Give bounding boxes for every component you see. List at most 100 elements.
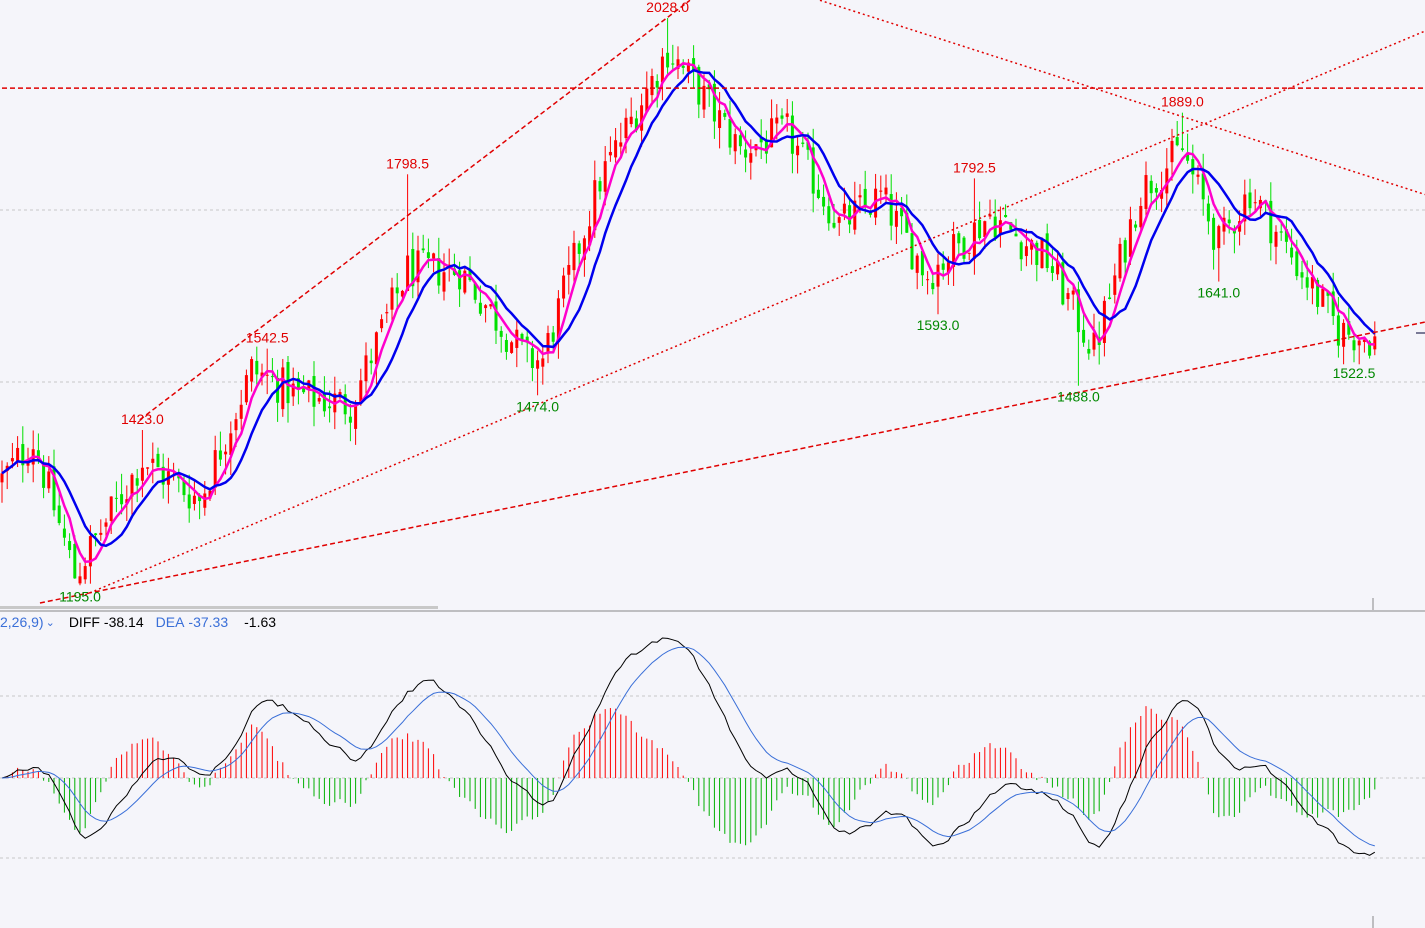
candle-up	[676, 59, 680, 69]
candle-down	[322, 392, 326, 412]
candle-down	[1050, 266, 1054, 273]
candle-down	[161, 466, 165, 485]
candle-up	[952, 234, 956, 267]
candle-down	[1326, 291, 1330, 296]
candle-up	[281, 367, 285, 410]
candle-down	[816, 189, 820, 198]
candle-up	[1238, 221, 1242, 232]
candle-down	[187, 494, 191, 509]
candle-up	[416, 250, 420, 283]
candle-down	[302, 386, 306, 393]
price-annotation: 1522.5	[1333, 365, 1376, 381]
candle-up	[26, 462, 30, 466]
candle-up	[946, 262, 950, 273]
candle-down	[801, 142, 805, 144]
candle-down	[920, 250, 924, 276]
price-annotation: 1423.0	[121, 411, 164, 427]
candle-down	[577, 243, 581, 254]
candle-down	[1076, 289, 1080, 333]
candle-down	[114, 497, 118, 499]
candle-up	[972, 222, 976, 259]
candle-down	[1316, 279, 1320, 307]
candle-up	[291, 383, 295, 397]
candle-up	[1274, 231, 1278, 247]
candle-up	[926, 279, 930, 281]
candle-up	[619, 142, 623, 147]
candle-up	[104, 522, 108, 527]
horizontal-scrollbar[interactable]	[0, 606, 438, 609]
candle-down	[1175, 137, 1179, 146]
candle-down	[1009, 222, 1013, 230]
candle-down	[525, 336, 529, 343]
candle-up	[593, 180, 597, 231]
candle-down	[978, 219, 982, 239]
chevron-down-icon[interactable]: ⌄	[45, 616, 55, 629]
candle-down	[634, 118, 638, 131]
candle-up	[10, 458, 14, 462]
candle-up	[1222, 217, 1226, 232]
candle-up	[16, 447, 20, 463]
candle-down	[764, 140, 768, 154]
candle-down	[759, 137, 763, 143]
candle-up	[78, 576, 82, 584]
candle-up	[239, 404, 243, 419]
candle-down	[1295, 251, 1299, 277]
ma-line-ma10	[1, 68, 1376, 548]
candle-up	[203, 493, 207, 508]
candle-up	[541, 358, 545, 367]
candle-down	[827, 206, 831, 224]
candle-down	[94, 533, 98, 536]
candle-up	[213, 450, 217, 488]
candle-down	[504, 340, 508, 352]
candle-up	[556, 298, 560, 342]
candle-down	[905, 212, 909, 233]
candle-up	[660, 56, 664, 83]
candle-up	[88, 536, 92, 567]
candle-down	[728, 118, 732, 148]
candle-down	[520, 333, 524, 341]
candle-down	[499, 330, 503, 337]
candle-up	[588, 226, 592, 246]
candle-up	[1196, 174, 1200, 177]
candle-up	[536, 360, 540, 369]
candle-down	[1035, 242, 1039, 265]
candle-down	[822, 196, 826, 207]
candle-down	[1019, 242, 1023, 260]
candle-up	[1113, 275, 1117, 295]
trend-line	[84, 30, 1425, 596]
candle-up	[364, 355, 368, 382]
candle-up	[1030, 240, 1034, 250]
candle-up	[1310, 277, 1314, 289]
candle-down	[1206, 203, 1210, 222]
candle-up	[1357, 340, 1361, 346]
candle-down	[270, 376, 274, 378]
candle-down	[1180, 148, 1184, 150]
candle-down	[806, 142, 810, 150]
candle-down	[68, 541, 72, 551]
candle-down	[1123, 240, 1127, 263]
candle-down	[1134, 224, 1138, 228]
candle-up	[432, 253, 436, 259]
candle-up	[567, 264, 571, 275]
candle-up	[915, 255, 919, 273]
candle-down	[1082, 329, 1086, 343]
candle-up	[796, 145, 800, 156]
candle-down	[135, 478, 139, 486]
macd-params[interactable]: 2,26,9)	[0, 614, 44, 630]
candle-down	[198, 496, 202, 502]
candle-up	[47, 471, 51, 489]
candle-down	[744, 149, 748, 158]
candle-up	[146, 467, 150, 469]
candle-up	[582, 238, 586, 260]
candle-up	[99, 532, 103, 535]
candle-down	[1347, 321, 1351, 335]
candle-up	[109, 496, 113, 521]
candle-down	[1300, 272, 1304, 278]
candle-down	[1336, 315, 1340, 346]
candle-down	[1004, 214, 1008, 218]
candle-up	[775, 117, 779, 124]
candle-down	[530, 348, 534, 369]
candle-up	[1071, 290, 1075, 295]
candle-down	[1154, 187, 1158, 193]
candle-down	[255, 360, 259, 375]
